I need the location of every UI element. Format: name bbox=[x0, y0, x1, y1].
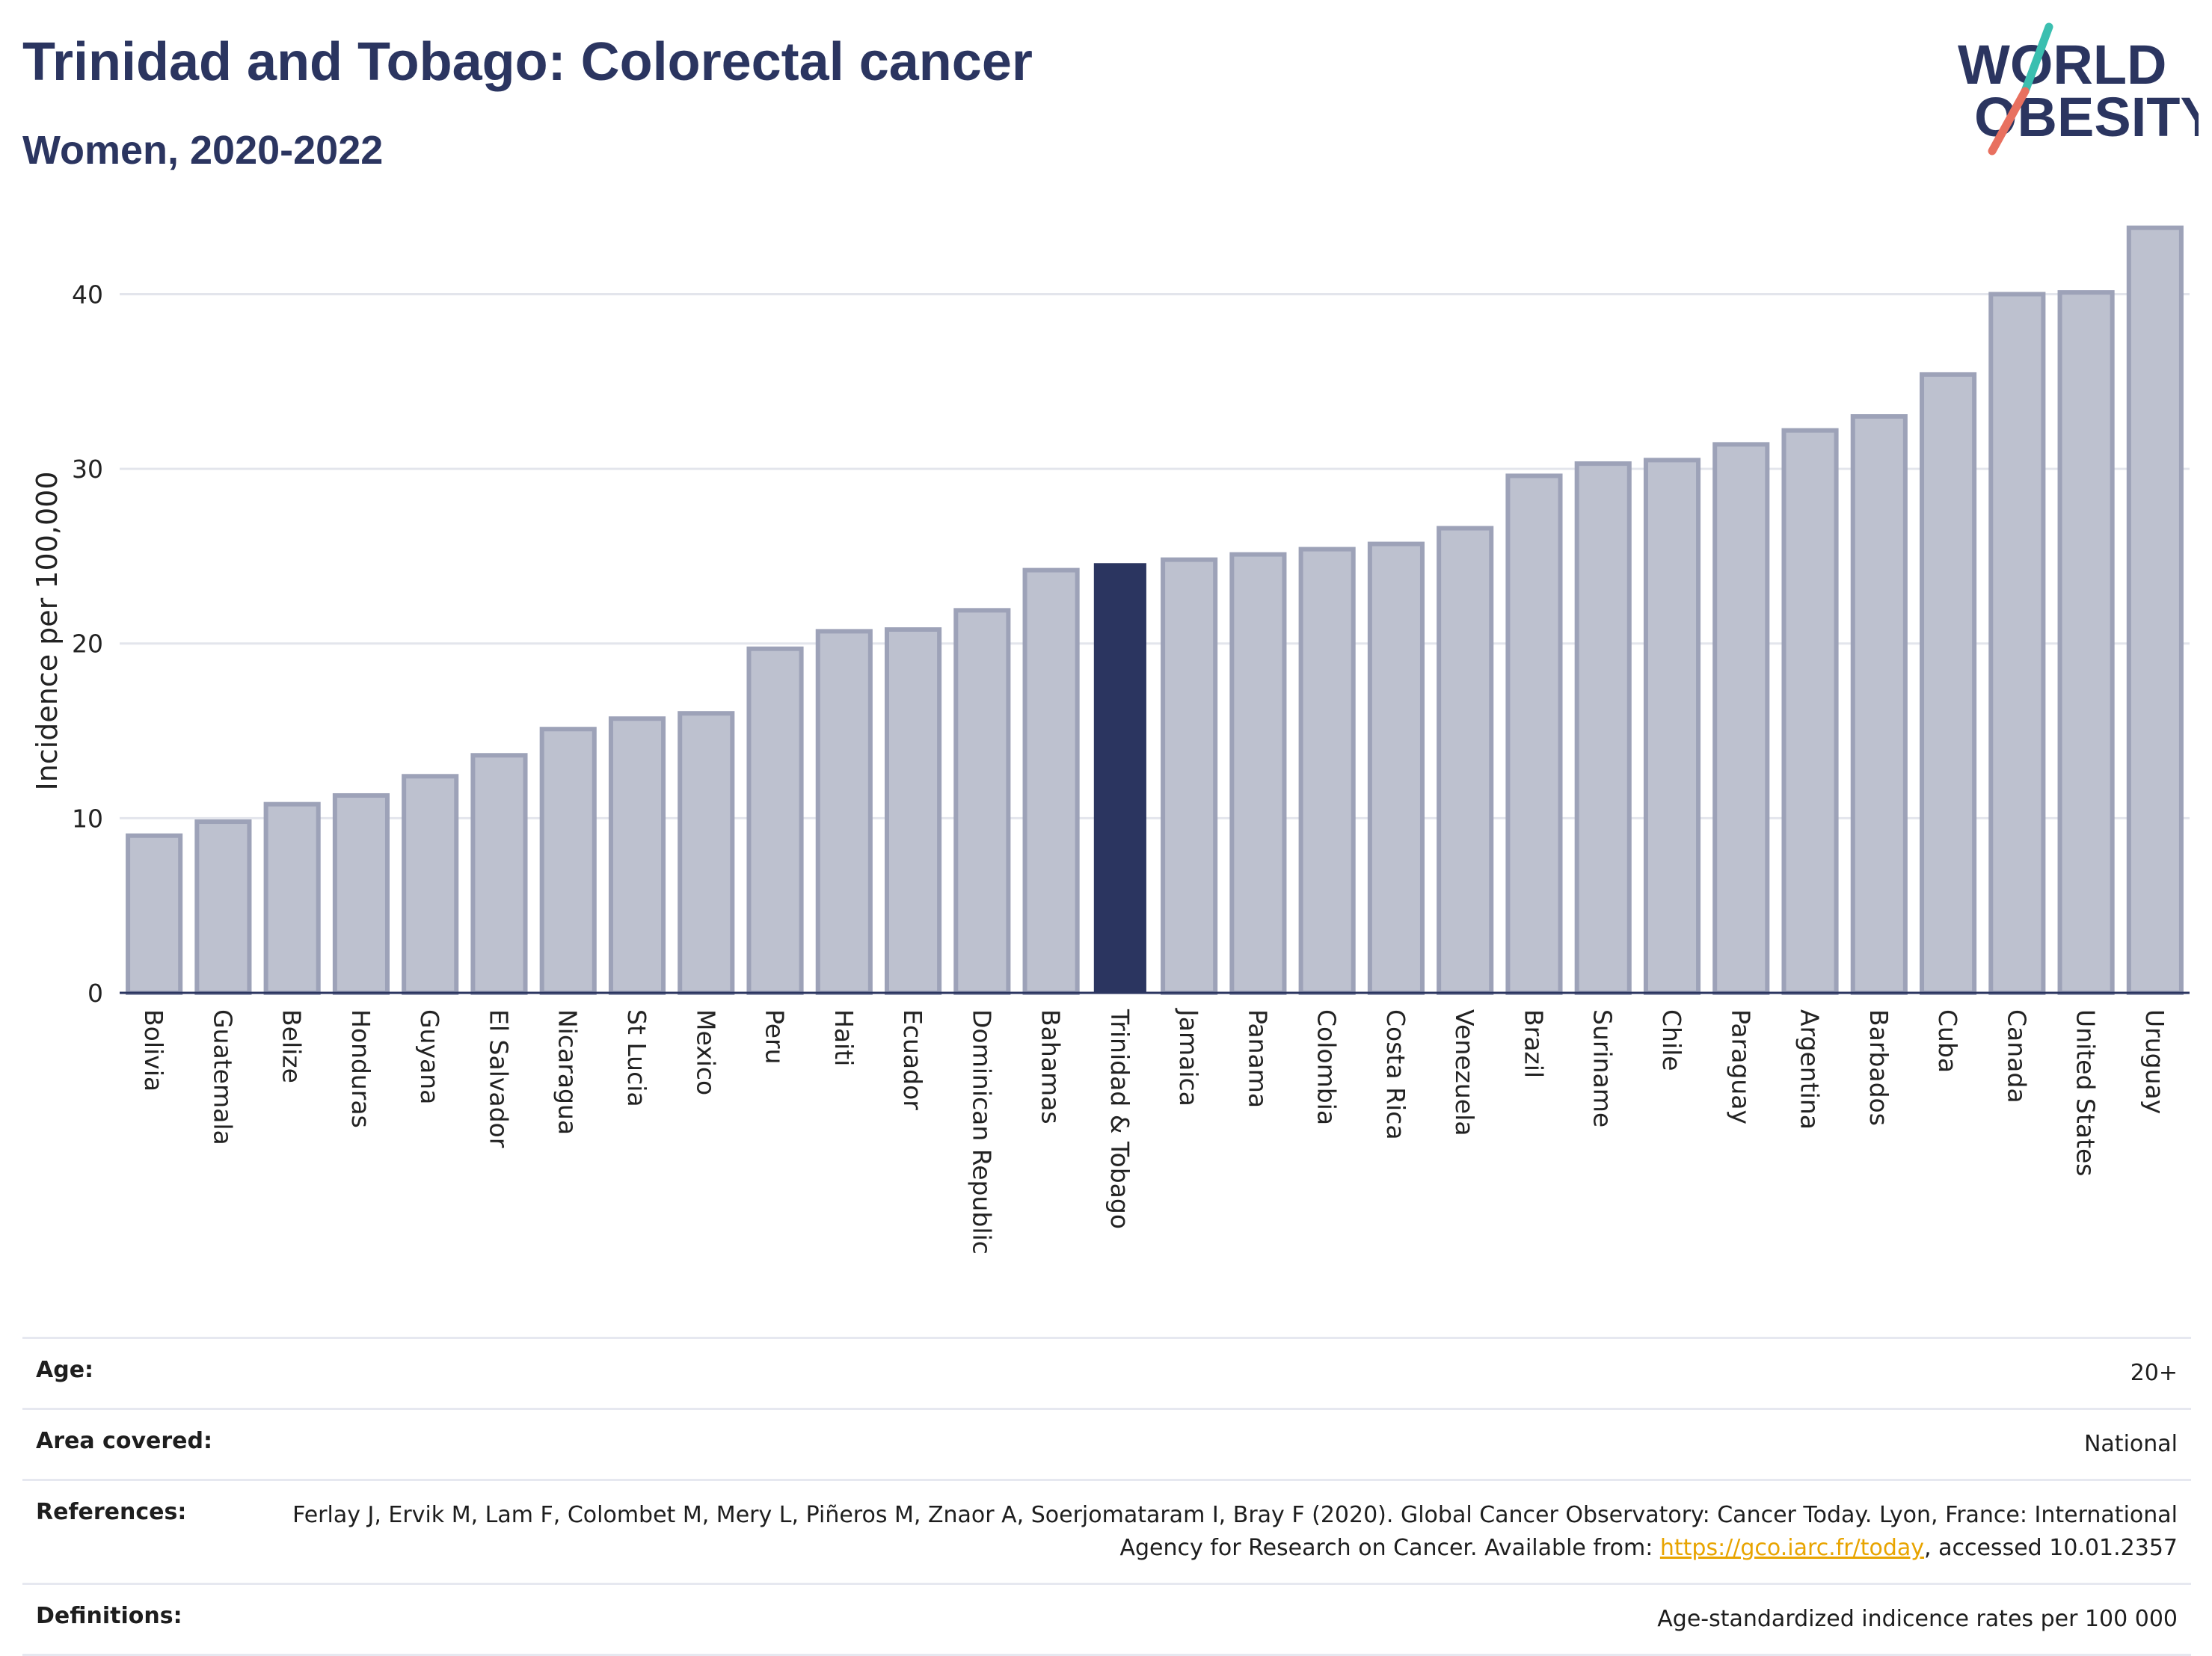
info-row-references: References: Ferlay J, Ervik M, Lam F, Co… bbox=[22, 1480, 2191, 1584]
x-tick-label: Mexico bbox=[691, 1009, 720, 1095]
bar-colombia bbox=[1298, 547, 1356, 995]
references-text-1: Ferlay J, Ervik M, Lam F, Colombet M, Me… bbox=[292, 1502, 2178, 1561]
bar-costa-rica bbox=[1367, 541, 1425, 995]
bar-paraguay bbox=[1712, 442, 1770, 995]
bar-canada bbox=[1988, 292, 2046, 996]
bar-brazil bbox=[1505, 473, 1563, 995]
bar-jamaica bbox=[1161, 557, 1218, 995]
bar-panama bbox=[1229, 552, 1287, 995]
y-tick-label: 0 bbox=[87, 979, 103, 1008]
page-subtitle: Women, 2020-2022 bbox=[22, 128, 384, 173]
y-tick-label: 40 bbox=[72, 280, 103, 309]
bar-trinidad-tobago bbox=[1093, 563, 1146, 993]
x-tick-label: Paraguay bbox=[1726, 1009, 1755, 1124]
bar-honduras bbox=[332, 792, 390, 996]
info-table: Age: 20+ Area covered: National Referenc… bbox=[22, 1337, 2191, 1656]
logo-slash-teal bbox=[2021, 22, 2053, 96]
chart-grid bbox=[120, 292, 2190, 819]
x-tick-label: Colombia bbox=[1312, 1009, 1342, 1125]
x-tick-label: St Lucia bbox=[622, 1009, 651, 1107]
x-tick-label: Venezuela bbox=[1450, 1009, 1479, 1136]
logo-line-world: WORLD bbox=[1958, 34, 2167, 96]
bar-united-states bbox=[2057, 290, 2115, 996]
bar-el-salvador bbox=[470, 753, 528, 995]
x-tick-label: Guatemala bbox=[208, 1009, 237, 1145]
bar-chart: 0 10 20 30 40 Bolivia Guatemala Belize Honduras… bbox=[31, 225, 2190, 1255]
area-value: National bbox=[2083, 1431, 2178, 1457]
world-obesity-logo: WORLD OBESITY bbox=[1958, 22, 2199, 156]
x-tick-label: Canada bbox=[2002, 1009, 2031, 1104]
x-tick-label: Costa Rica bbox=[1381, 1009, 1410, 1140]
bar-ecuador bbox=[885, 627, 942, 995]
x-tick-label: Nicaragua bbox=[553, 1009, 583, 1135]
x-tick-label: Suriname bbox=[1588, 1009, 1617, 1127]
x-tick-label: Honduras bbox=[346, 1009, 375, 1128]
info-row-definitions: Definitions: Age-standardized indicence … bbox=[22, 1583, 2191, 1655]
x-tick-label: Uruguay bbox=[2140, 1009, 2169, 1114]
area-label: Area covered: bbox=[36, 1428, 212, 1454]
x-tick-label: El Salvador bbox=[484, 1009, 513, 1148]
bar-uruguay bbox=[2126, 225, 2184, 995]
info-row-area: Area covered: National bbox=[22, 1409, 2191, 1480]
logo-slash-coral bbox=[1988, 87, 2030, 156]
x-tick-label: Barbados bbox=[1864, 1009, 1893, 1126]
y-axis-title: Incidence per 100,000 bbox=[31, 471, 64, 790]
x-tick-label: Haiti bbox=[829, 1009, 858, 1066]
x-tick-label: Ecuador bbox=[898, 1009, 927, 1110]
x-tick-label: United States bbox=[2071, 1009, 2101, 1176]
bar-venezuela bbox=[1437, 526, 1494, 995]
bar-haiti bbox=[815, 629, 873, 995]
age-value: 20+ bbox=[2130, 1360, 2178, 1386]
info-row-age: Age: 20+ bbox=[22, 1338, 2191, 1409]
bar-belize bbox=[263, 801, 321, 995]
chart-bars bbox=[126, 225, 2184, 996]
x-tick-label: Bahamas bbox=[1036, 1009, 1066, 1124]
age-label: Age: bbox=[36, 1357, 94, 1383]
x-tick-label: Dominican Republic bbox=[967, 1009, 996, 1255]
bar-guatemala bbox=[194, 819, 252, 996]
y-tick-label: 10 bbox=[72, 804, 103, 833]
bar-guyana bbox=[402, 774, 459, 995]
x-tick-label: Panama bbox=[1243, 1009, 1272, 1108]
page-title: Trinidad and Tobago: Colorectal cancer bbox=[22, 32, 1033, 92]
y-tick-label: 20 bbox=[72, 630, 103, 659]
definitions-label: Definitions: bbox=[36, 1603, 182, 1629]
x-tick-label: Bolivia bbox=[139, 1009, 168, 1092]
x-tick-label: Jamaica bbox=[1174, 1008, 1203, 1106]
bar-suriname bbox=[1574, 461, 1632, 995]
bar-peru bbox=[746, 646, 804, 996]
references-text-2: , accessed 10.01.2357 bbox=[1924, 1535, 2178, 1561]
x-tick-label: Guyana bbox=[415, 1009, 444, 1104]
bar-cuba bbox=[1920, 372, 1977, 996]
bar-bahamas bbox=[1022, 567, 1080, 995]
x-tick-label: Cuba bbox=[1933, 1009, 1962, 1073]
bar-barbados bbox=[1850, 414, 1908, 995]
x-axis-labels: Bolivia Guatemala Belize Honduras Guyana El S… bbox=[139, 1008, 2169, 1255]
definitions-value: Age-standardized indicence rates per 100… bbox=[1657, 1606, 2178, 1632]
x-tick-label: Brazil bbox=[1519, 1009, 1548, 1078]
bar-nicaragua bbox=[539, 727, 597, 996]
references-label: References: bbox=[36, 1499, 187, 1525]
x-tick-label: Argentina bbox=[1795, 1009, 1825, 1130]
bar-st-lucia bbox=[608, 716, 666, 995]
references-link[interactable]: https://gco.iarc.fr/today bbox=[1659, 1535, 1925, 1561]
x-tick-label: Peru bbox=[761, 1009, 790, 1065]
bar-mexico bbox=[678, 711, 735, 995]
x-tick-label: Chile bbox=[1657, 1009, 1686, 1071]
bar-bolivia bbox=[126, 833, 183, 996]
bar-dominican-republic bbox=[953, 608, 1011, 995]
y-axis-ticks: 0 10 20 30 40 bbox=[72, 280, 103, 1008]
x-tick-label: Trinidad & Tobago bbox=[1105, 1009, 1134, 1229]
bar-chile bbox=[1643, 458, 1701, 995]
x-tick-label: Belize bbox=[277, 1009, 307, 1083]
references-value: Ferlay J, Ervik M, Lam F, Colombet M, Me… bbox=[274, 1480, 2191, 1584]
y-tick-label: 30 bbox=[72, 455, 103, 484]
bar-argentina bbox=[1781, 428, 1839, 995]
